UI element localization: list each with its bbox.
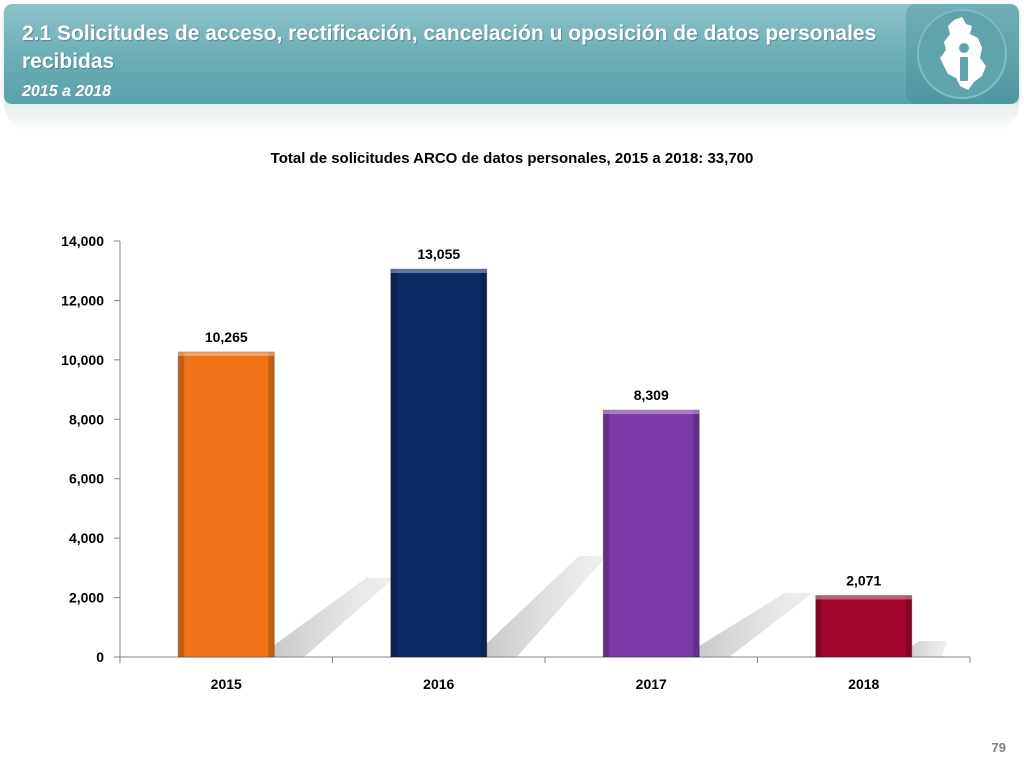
- bar-edge-left: [390, 269, 397, 657]
- bar-shadow: [903, 641, 948, 657]
- bar-top-highlight: [603, 410, 700, 415]
- data-label-2016: 13,055: [417, 246, 460, 262]
- cdmx-map-info-icon: [917, 9, 1007, 99]
- x-tick-label-2018: 2018: [848, 676, 879, 692]
- data-label-2017: 8,309: [634, 387, 669, 403]
- bar-edge-right: [905, 595, 912, 657]
- header-banner: 2.1 Solicitudes de acceso, rectificación…: [4, 4, 1019, 104]
- bar-shadow: [266, 577, 395, 657]
- bar-shadow: [691, 592, 813, 657]
- page-title: 2.1 Solicitudes de acceso, rectificación…: [22, 22, 877, 73]
- page-subtitle: 2015 a 2018: [22, 83, 111, 100]
- bar-2018: [815, 594, 913, 658]
- bar-2015: [177, 351, 275, 658]
- x-tick-label-2015: 2015: [211, 676, 242, 692]
- bar-edge-left: [603, 410, 610, 657]
- logo: [906, 4, 1019, 104]
- bar-2016: [390, 268, 488, 658]
- bar-edge-right: [693, 410, 700, 657]
- bar-edge-right: [480, 269, 487, 657]
- page-number: 79: [991, 740, 1006, 755]
- y-tick-label: 0: [96, 649, 104, 665]
- bar-edge-left: [815, 595, 822, 657]
- y-tick-label: 14,000: [61, 233, 104, 249]
- y-tick-label: 6,000: [69, 471, 104, 487]
- bar-edge-right: [268, 351, 275, 657]
- y-tick-label: 8,000: [69, 411, 104, 427]
- data-label-2018: 2,071: [846, 572, 881, 588]
- data-label-2015: 10,265: [205, 329, 248, 345]
- chart-title: Total de solicitudes ARCO de datos perso…: [270, 150, 754, 167]
- x-tick-label-2017: 2017: [636, 676, 667, 692]
- bar-top-highlight: [390, 269, 487, 274]
- bar-2017: [602, 409, 700, 658]
- bar-shadow: [478, 556, 607, 657]
- y-tick-label: 4,000: [69, 530, 104, 546]
- header-shadow: [4, 104, 1019, 132]
- y-tick-label: 2,000: [69, 590, 104, 606]
- bar-edge-left: [178, 351, 185, 657]
- x-tick-label-2016: 2016: [423, 676, 454, 692]
- y-tick-label: 12,000: [61, 292, 104, 308]
- y-tick-label: 10,000: [61, 352, 104, 368]
- bar-top-highlight: [178, 351, 275, 356]
- bar-top-highlight: [815, 595, 912, 600]
